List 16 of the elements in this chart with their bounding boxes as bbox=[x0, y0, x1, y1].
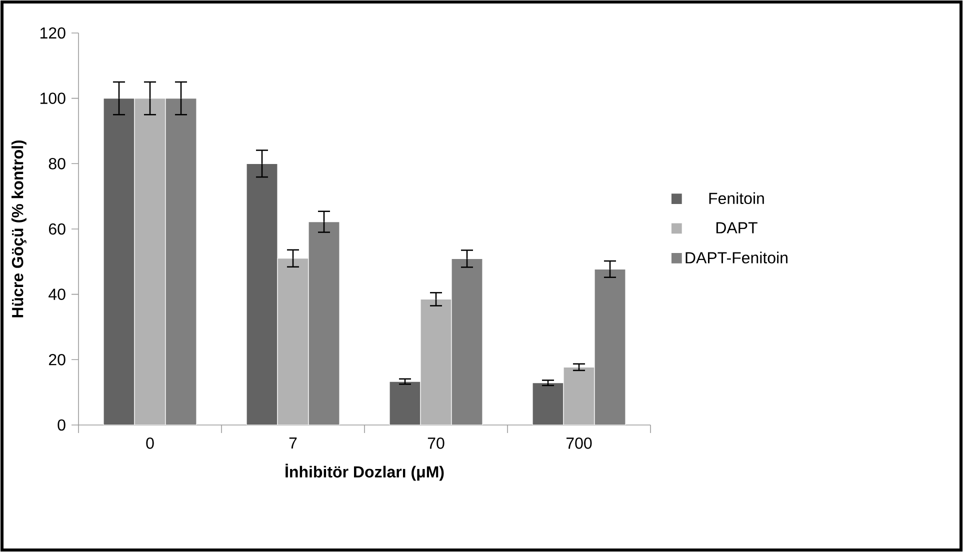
y-tick-label: 60 bbox=[48, 223, 66, 235]
x-tick-label: 700 bbox=[566, 438, 592, 449]
y-tick-label: 40 bbox=[48, 288, 66, 300]
x-axis-title: İnhibitör Dozları (μM) bbox=[286, 464, 444, 481]
y-tick-label: 120 bbox=[40, 27, 66, 39]
y-tick-label: 20 bbox=[48, 354, 66, 366]
legend-label: DAPT-Fenitoin bbox=[686, 252, 788, 264]
y-axis-title: Hücre Göçü (% kontrol) bbox=[12, 140, 26, 318]
x-tick-label: 70 bbox=[428, 438, 444, 449]
legend-label: DAPT bbox=[716, 222, 758, 234]
x-tick-label: 0 bbox=[146, 438, 154, 449]
y-tick-label: 0 bbox=[58, 419, 66, 431]
y-tick-label: 100 bbox=[40, 92, 66, 104]
x-tick-label: 7 bbox=[289, 438, 297, 449]
legend-label: Fenitoin bbox=[709, 192, 764, 204]
y-tick-label: 80 bbox=[48, 158, 66, 170]
